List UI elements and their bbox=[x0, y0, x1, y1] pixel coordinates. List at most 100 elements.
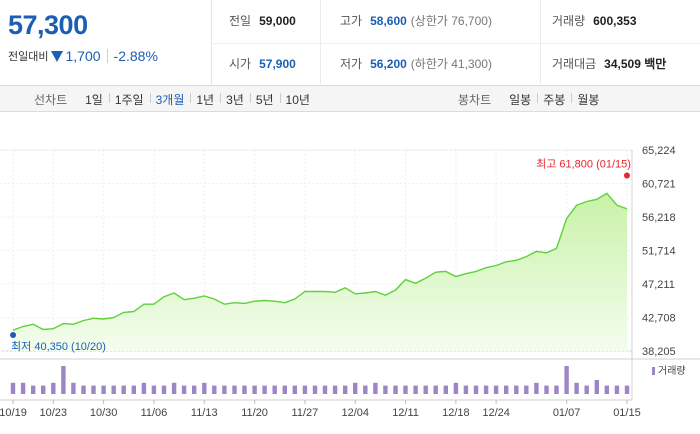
volume-bar bbox=[292, 385, 297, 394]
low-cell: 저가 56,200 (하한가 41,300) bbox=[340, 55, 492, 72]
volume-bar bbox=[584, 385, 589, 394]
volume-bar bbox=[101, 385, 106, 394]
amount-value: 34,509 백만 bbox=[604, 57, 667, 71]
tab-weekly[interactable]: 주봉 bbox=[537, 91, 571, 108]
volume-bar bbox=[373, 382, 378, 394]
price-line bbox=[12, 192, 628, 331]
tab-10y[interactable]: 10년 bbox=[279, 91, 316, 108]
tab-1d[interactable]: 1일 bbox=[85, 92, 103, 107]
volume-bar bbox=[614, 385, 620, 394]
volume-bar bbox=[433, 385, 438, 394]
high-value: 58,600 bbox=[370, 14, 407, 28]
amount-cell: 거래대금 34,509 백만 bbox=[552, 55, 666, 72]
x-tick-label: 12/04 bbox=[341, 407, 369, 419]
change-percent: -2.88% bbox=[113, 48, 158, 64]
low-limit: (하한가 41,300) bbox=[410, 57, 492, 71]
volume-bar bbox=[624, 385, 630, 394]
y-tick-label: 47,211 bbox=[642, 279, 675, 291]
volume-bar bbox=[262, 385, 267, 394]
y-axis: 65,224 60,721 56,218 51,714 47,211 42,708 38,2… bbox=[642, 145, 676, 358]
volume-bar bbox=[10, 382, 16, 394]
high-marker bbox=[623, 172, 630, 179]
change-label: 전일대비 bbox=[8, 51, 49, 63]
change-value: 1,700 bbox=[65, 48, 101, 64]
chart-tabbar: 선차트 1일 1주일 3개월 1년 3년 5년 10년 봉차트 일봉 주봉 월봉 bbox=[0, 86, 700, 112]
tab-1w[interactable]: 1주일 bbox=[108, 91, 150, 108]
volume-bar bbox=[443, 385, 448, 394]
amount-label: 거래대금 bbox=[552, 57, 597, 71]
volume-bar bbox=[171, 382, 177, 394]
volume-label: 거래량 bbox=[658, 365, 686, 377]
volume-bar bbox=[604, 385, 609, 394]
volume-bar bbox=[403, 385, 408, 394]
x-tick-label: 11/27 bbox=[292, 407, 319, 419]
open-cell: 시가 57,900 bbox=[229, 55, 296, 72]
volume-bar bbox=[574, 382, 579, 394]
tab-1y[interactable]: 1년 bbox=[190, 91, 220, 108]
x-tick-label: 12/18 bbox=[442, 407, 470, 419]
tab-daily[interactable]: 일봉 bbox=[509, 92, 532, 107]
volume-bar bbox=[242, 385, 247, 394]
volume-bar bbox=[81, 385, 86, 394]
stock-summary: 57,300 전일대비 1,700 -2.88% 전일 59,000 고가 58… bbox=[0, 0, 700, 86]
volume-bar bbox=[544, 385, 549, 394]
volume-bar bbox=[192, 385, 197, 394]
volume-bar bbox=[413, 385, 418, 394]
volume-bar bbox=[594, 380, 599, 394]
x-tick-label: 11/20 bbox=[241, 407, 268, 419]
x-tick-label: 10/23 bbox=[40, 407, 68, 419]
volume-bar bbox=[564, 366, 569, 394]
volume-bar bbox=[302, 385, 308, 394]
volume-bar bbox=[312, 385, 318, 394]
volume-value: 600,353 bbox=[593, 14, 637, 28]
volume-bar bbox=[141, 382, 147, 394]
volume-bar bbox=[483, 385, 489, 394]
volume-bar bbox=[473, 385, 479, 394]
y-tick-label: 65,224 bbox=[642, 145, 676, 157]
volume-bar bbox=[91, 385, 96, 394]
candle-chart-label: 봉차트 bbox=[458, 92, 492, 107]
volume-bar bbox=[353, 382, 358, 394]
tab-5y[interactable]: 5년 bbox=[249, 91, 280, 108]
volume-bar bbox=[343, 385, 348, 394]
x-tick-label: 11/13 bbox=[191, 407, 218, 419]
volume-bar bbox=[554, 385, 559, 394]
change-separator bbox=[106, 49, 108, 63]
candle-chart-tabs: 봉차트 일봉 주봉 월봉 bbox=[458, 86, 605, 112]
x-axis: 10/19 10/23 10/30 11/06 11/13 11/20 11/27 12/04… bbox=[0, 400, 641, 419]
line-chart-tabs: 선차트 1일 1주일 3개월 1년 3년 5년 10년 bbox=[34, 86, 316, 112]
volume-bar bbox=[393, 385, 398, 394]
volume-bar bbox=[71, 382, 76, 394]
tab-3y[interactable]: 3년 bbox=[220, 91, 250, 108]
tab-monthly[interactable]: 월봉 bbox=[571, 91, 605, 108]
volume-bar bbox=[534, 382, 539, 394]
volume-bar bbox=[111, 385, 116, 394]
volume-bar bbox=[202, 382, 207, 394]
volume-bar bbox=[252, 385, 257, 394]
volume-bar bbox=[61, 366, 66, 394]
y-tick-label: 38,205 bbox=[642, 346, 676, 358]
volume-bar bbox=[463, 385, 469, 394]
price-chart: 거래량 65,224 60,721 56,218 51,714 47,211 42,708… bbox=[0, 145, 700, 419]
volume-bar bbox=[131, 385, 136, 394]
tab-3m[interactable]: 3개월 bbox=[149, 91, 191, 108]
volume-bar bbox=[20, 382, 26, 394]
volume-bar bbox=[453, 382, 459, 394]
volume-bar bbox=[232, 385, 237, 394]
high-cell: 고가 58,600 (상한가 76,700) bbox=[340, 12, 492, 29]
low-value: 56,200 bbox=[370, 57, 407, 71]
prev-close-value: 59,000 bbox=[259, 14, 296, 28]
low-marker bbox=[10, 332, 17, 339]
volume-bar bbox=[514, 385, 519, 394]
open-value: 57,900 bbox=[259, 57, 296, 71]
x-tick-label: 01/07 bbox=[553, 407, 581, 419]
x-tick-label: 10/19 bbox=[0, 407, 27, 419]
volume-bar bbox=[121, 385, 126, 394]
volume-bar bbox=[222, 385, 227, 394]
x-tick-label: 12/24 bbox=[482, 407, 510, 419]
volume-cell: 거래량 600,353 bbox=[552, 12, 637, 29]
volume-bar bbox=[423, 385, 428, 394]
prev-close-label: 전일 bbox=[229, 14, 252, 28]
volume-bar bbox=[383, 385, 388, 394]
current-price: 57,300 bbox=[8, 10, 88, 40]
